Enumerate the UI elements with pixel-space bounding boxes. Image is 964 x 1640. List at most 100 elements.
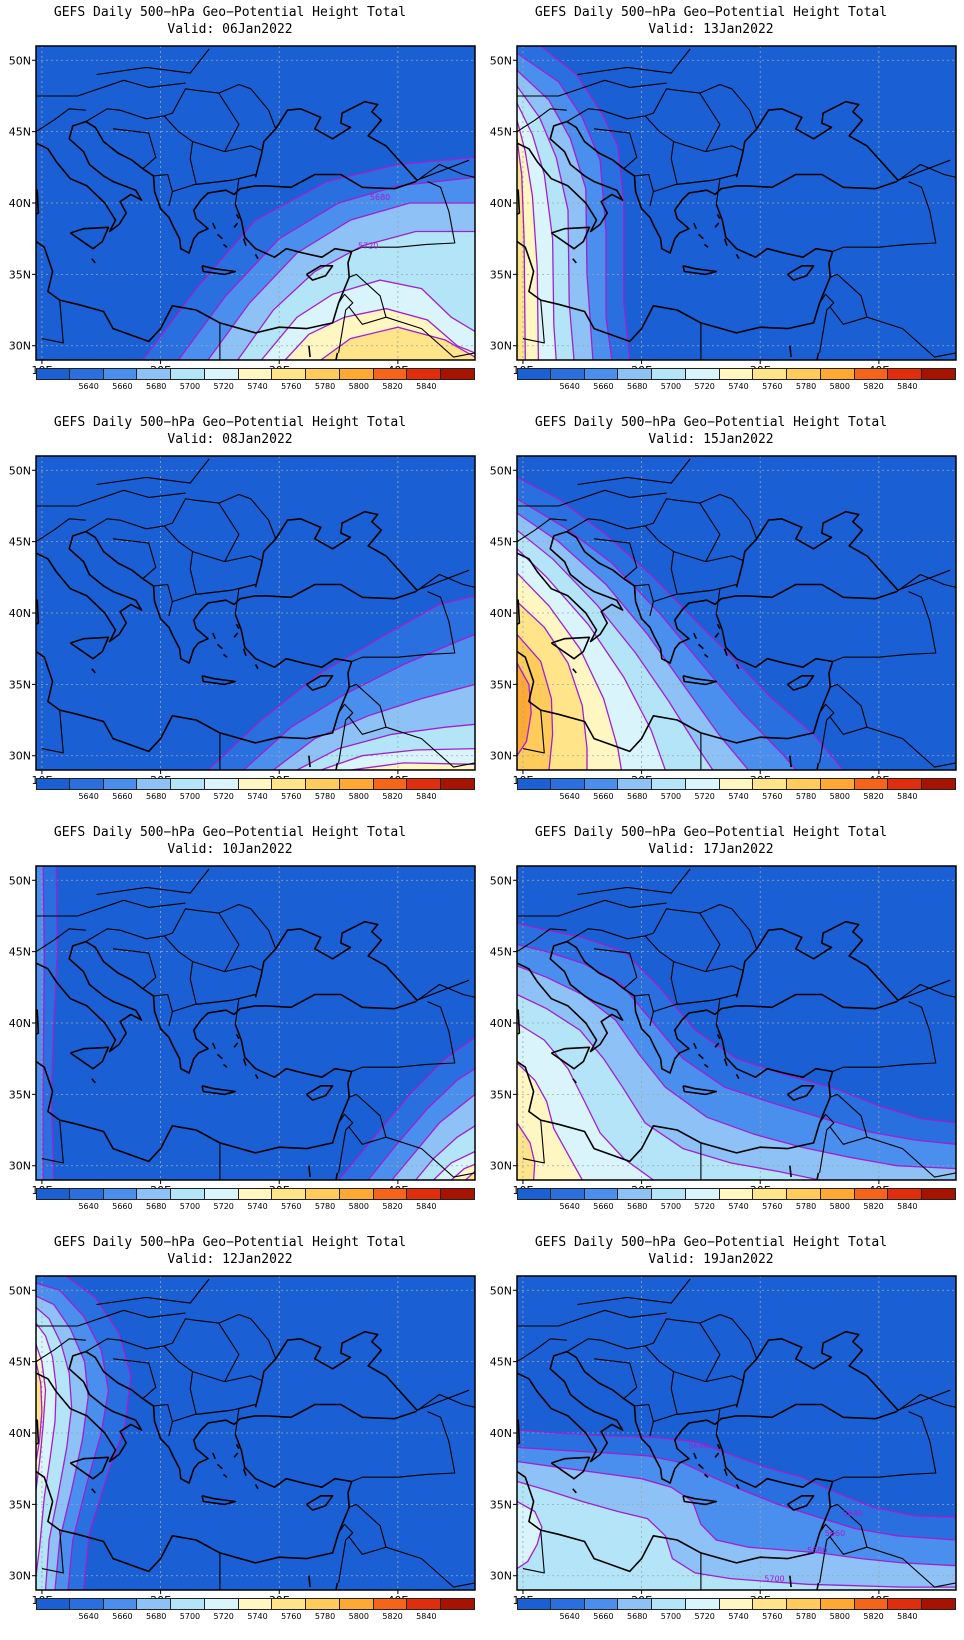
coastline [786, 1495, 815, 1511]
height-contour [517, 633, 554, 770]
colorbar-swatch [306, 1598, 340, 1610]
lat-tick-label: 45N [9, 1356, 31, 1369]
colorbar-swatch [204, 368, 239, 380]
colorbar-swatch [204, 778, 239, 790]
country-border [715, 1403, 737, 1435]
colorbar-label: 5740 [247, 792, 268, 801]
island [223, 1063, 228, 1068]
colorbar-swatch [719, 1598, 754, 1610]
colorbar-label: 5820 [863, 382, 884, 391]
colorbar-swatch [407, 1598, 442, 1610]
colorbar-swatch [103, 778, 138, 790]
island [242, 1058, 247, 1067]
colorbar-label: 5660 [593, 792, 614, 801]
height-contour [517, 1480, 956, 1588]
coastline [267, 993, 416, 1010]
island [254, 254, 259, 260]
country-border [517, 928, 567, 953]
colorbar-swatch [238, 778, 273, 790]
lat-tick-label: 50N [9, 54, 31, 67]
island [723, 1468, 728, 1477]
coastline [335, 1582, 339, 1590]
lat-tick-label: 35N [490, 268, 512, 281]
country-border [348, 1536, 387, 1555]
lat-tick-label: 45N [9, 946, 31, 959]
colorbar-frame [517, 1188, 956, 1200]
country-border [832, 181, 937, 253]
island [735, 1074, 740, 1080]
country-border [594, 128, 638, 170]
height-bands [517, 1430, 956, 1590]
country-border [517, 108, 567, 133]
coastline [517, 120, 624, 233]
island [242, 238, 247, 247]
colorbar-label: 5640 [559, 382, 580, 391]
colorbar-swatch [69, 1188, 104, 1200]
country-border [41, 1120, 64, 1164]
coastline [267, 583, 416, 600]
colorbar-label: 5700 [179, 1612, 201, 1621]
colorbar-swatch [685, 1598, 720, 1610]
coastline [816, 352, 820, 360]
island [704, 1473, 709, 1478]
colorbar-label: 5760 [281, 382, 302, 391]
country-border [36, 899, 186, 917]
colorbar-swatch [204, 1188, 239, 1200]
coastline [69, 1456, 110, 1480]
coastline [267, 173, 416, 190]
colorbar-label: 5720 [213, 792, 234, 801]
lat-tick-label: 50N [490, 1284, 512, 1297]
colorbar-swatch [272, 1598, 307, 1610]
country-border [819, 1523, 835, 1583]
coastline [955, 965, 956, 968]
gridlines [517, 456, 956, 770]
colorbar-swatch [103, 368, 138, 380]
colorbar-label: 5680 [627, 792, 648, 801]
country-border [634, 173, 654, 207]
island [572, 1078, 577, 1084]
colorbar-label: 5740 [728, 792, 749, 801]
colorbar-label: 5660 [593, 1612, 614, 1621]
coastline [786, 265, 815, 281]
coastline [201, 675, 237, 686]
colorbar-label: 5780 [314, 792, 336, 801]
gridlines [517, 1276, 956, 1590]
coastline [517, 530, 624, 643]
colorbar-swatch [36, 1188, 70, 1200]
colorbar-swatch [407, 1188, 442, 1200]
island [91, 258, 96, 264]
gridlines [517, 866, 956, 1180]
colorbar-label: 5740 [728, 1612, 749, 1621]
country-border [113, 1358, 157, 1400]
panel-valid-date: Valid: 12Jan2022 [167, 1252, 293, 1267]
island [254, 1074, 259, 1080]
country-border [416, 569, 470, 591]
country-border [218, 502, 240, 562]
colorbar-label: 5780 [795, 1202, 817, 1211]
colorbar-label: 5840 [897, 792, 918, 801]
contour-label: 5660 [825, 1529, 845, 1538]
colorbar-swatch [618, 1188, 653, 1200]
colorbar-label: 5780 [795, 382, 817, 391]
country-border [234, 583, 256, 615]
height-contour [320, 747, 475, 770]
coastline [550, 636, 591, 660]
coastline [748, 993, 897, 1010]
panel-title: GEFS Daily 500−hPa Geo−Potential Height … [53, 415, 407, 430]
island [735, 1484, 740, 1490]
country-border [829, 716, 868, 735]
island [714, 1042, 720, 1048]
colorbar-swatch [753, 368, 788, 380]
coastline [955, 1375, 956, 1378]
country-border [96, 1278, 210, 1306]
height-contour [36, 1361, 43, 1462]
panel-title: GEFS Daily 500−hPa Geo−Potential Height … [53, 5, 407, 20]
colorbar-swatch [339, 368, 374, 380]
contour-label: 5720 [358, 242, 378, 251]
height-contour [272, 683, 475, 770]
colorbar-swatch [171, 778, 205, 790]
map-svg: 50N45N40N35N30N10E20E30E40E [490, 455, 957, 787]
coastline [748, 1403, 897, 1420]
colorbar-swatch [306, 1188, 340, 1200]
colorbar-label: 5820 [382, 382, 403, 391]
